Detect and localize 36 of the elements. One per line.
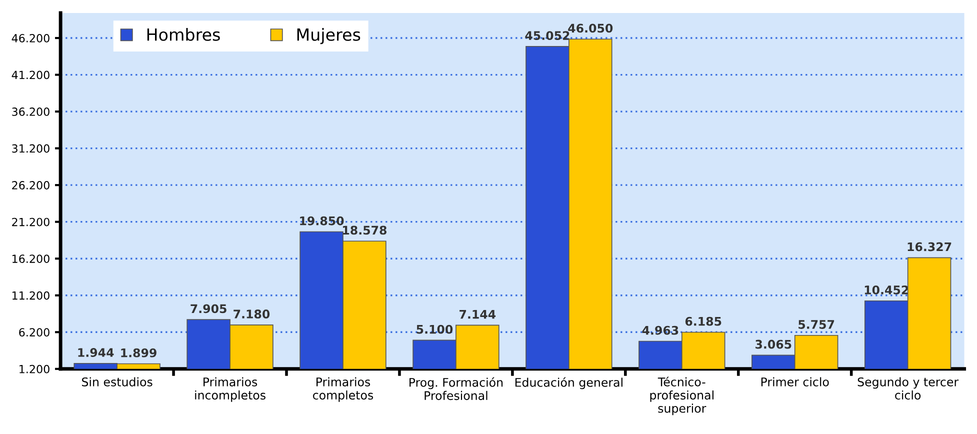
y-tick-label: 26.200 [12,181,50,190]
data-label: 46.050 [568,24,613,33]
data-label: 1.944 [78,348,114,357]
y-tick-label: 1.200 [20,364,50,374]
legend-label: Hombres [147,28,220,41]
data-label: 1.899 [121,348,156,358]
data-label: 6.185 [685,316,722,326]
data-label: 10.452 [864,285,908,294]
data-label: 45.052 [525,31,570,40]
y-tick-label: 41.200 [12,70,50,80]
y-tick-label: 16.200 [12,254,50,263]
y-tick-label: 36.200 [12,108,50,116]
data-label: 4.963 [642,326,678,335]
data-label: 3.065 [756,340,792,349]
x-tick-label: Educación general [515,377,622,390]
legend-label: Mujeres [297,28,360,44]
data-label: 7.905 [190,304,226,314]
y-tick-label: 31.200 [12,144,50,153]
data-label: 18.578 [343,226,386,235]
data-label: 5.100 [416,324,453,334]
y-tick-label: 21.200 [12,218,50,226]
x-tick-label: Sin estudios [82,377,152,386]
x-tick-label: Segundo y tercer ciclo [858,377,959,400]
x-tick-label: Primarios completos [313,377,374,402]
data-label: 7.144 [460,310,496,319]
data-label: 19.850 [300,216,344,226]
x-tick-label: Prog. Formación Profesional [410,377,503,400]
data-label: 7.180 [234,310,270,318]
data-label: 16.327 [908,242,952,252]
y-tick-label: 11.200 [12,291,50,300]
x-tick-label: Técnico- profesional superior [650,376,714,416]
data-label: 5.757 [798,320,834,329]
x-tick-label: Primarios incompletos [195,377,266,402]
x-tick-label: Primer ciclo [761,377,829,386]
y-tick-label: 46.200 [12,34,50,42]
y-tick-label: 6.200 [19,328,50,337]
